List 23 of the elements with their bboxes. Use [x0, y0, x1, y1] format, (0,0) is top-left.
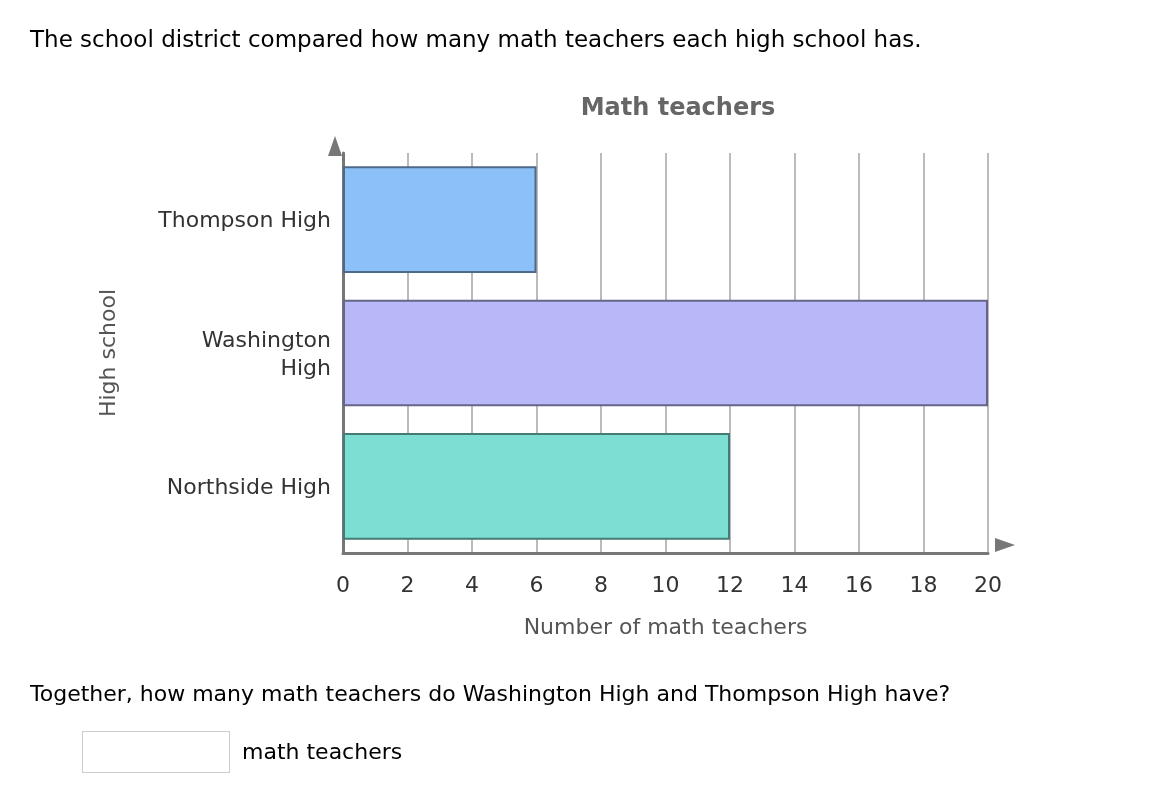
chart-title: Math teachers — [580, 93, 776, 121]
x-tick-label: 20 — [974, 571, 1002, 597]
x-tick-label: 4 — [465, 571, 479, 597]
bar — [343, 299, 988, 407]
text: The school district compared how many math teachers each high school has. — [30, 26, 922, 52]
y-tick-label: Washington High — [201, 326, 331, 380]
x-tick-label: 6 — [529, 571, 544, 597]
x-tick-label: 8 — [594, 571, 608, 597]
x-tick-label: 10 — [651, 571, 680, 597]
text: Together, how many math teachers do Washington High and Thompson High have? — [30, 681, 951, 706]
bar — [343, 166, 537, 273]
x-tick-label: 2 — [400, 571, 415, 597]
bar — [343, 433, 730, 540]
x-tick-label: 16 — [845, 571, 873, 597]
x-tick-label: 0 — [336, 571, 350, 597]
x-tick-label: 12 — [716, 571, 744, 597]
x-tick-label: 18 — [909, 571, 938, 597]
y-tick-label: Thompson High — [157, 207, 331, 233]
x-axis-title: Number of math teachers — [523, 613, 808, 639]
y-axis-title: High school — [94, 288, 120, 418]
y-tick-label: Northside High — [166, 473, 331, 499]
text: math teachers — [242, 739, 403, 764]
x-tick-label: 14 — [780, 571, 809, 597]
